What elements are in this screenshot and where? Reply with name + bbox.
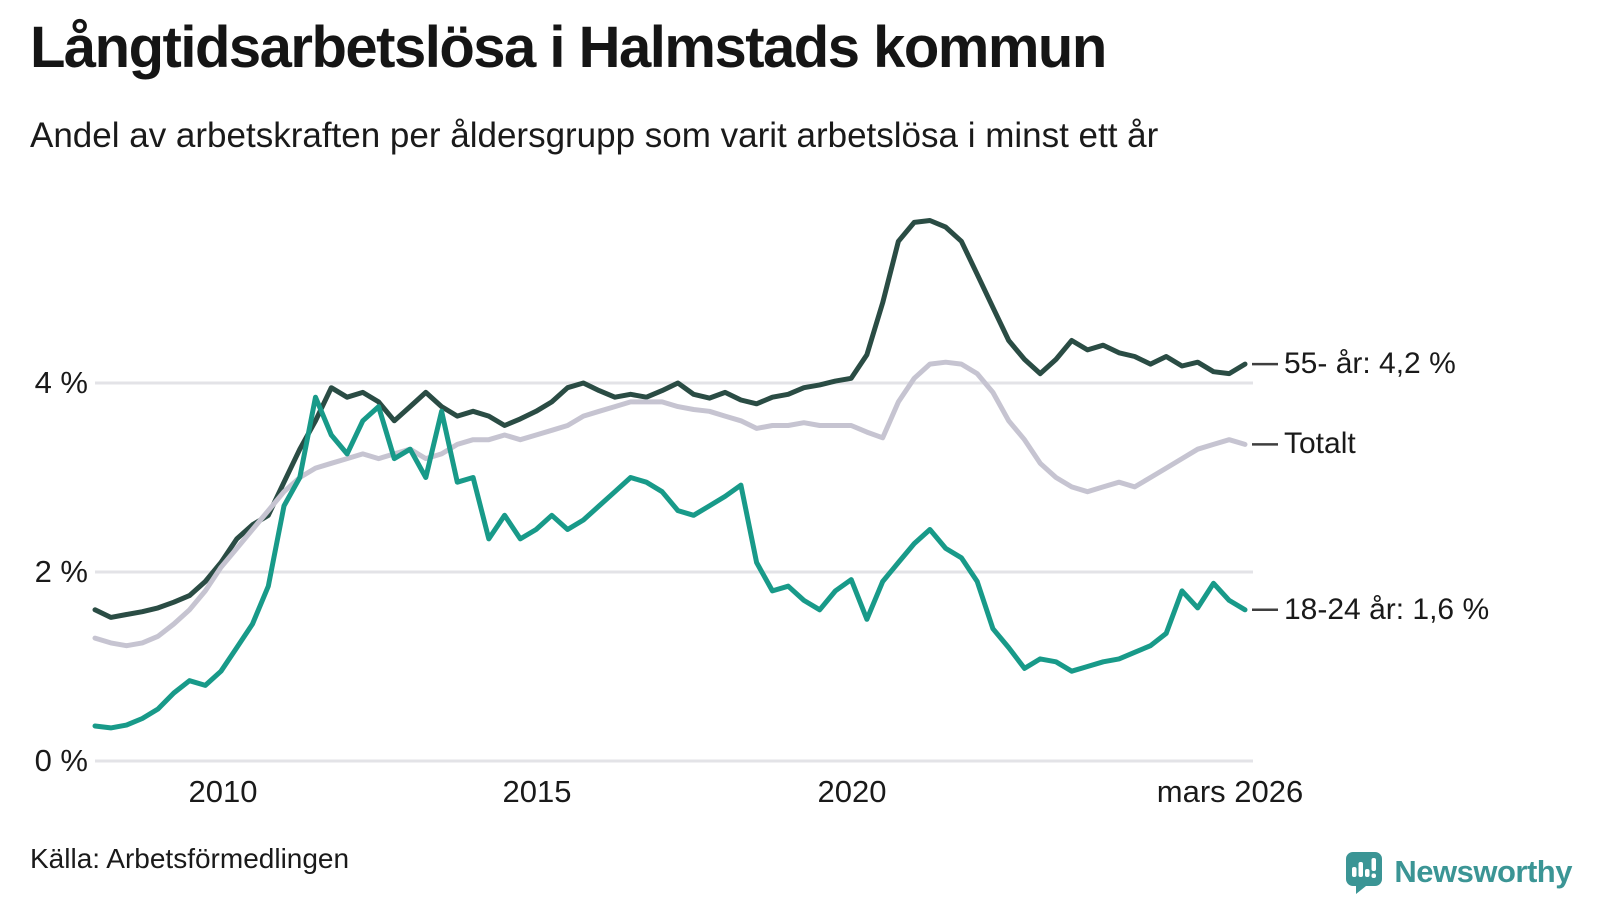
chart-subtitle: Andel av arbetskraften per åldersgrupp s… [30, 116, 1159, 155]
series-label-55-ar: 55- år: 4,2 % [1284, 347, 1456, 381]
y-axis-tick-2: 2 % [34, 554, 88, 589]
y-axis-tick-4: 4 % [34, 365, 88, 400]
x-axis-tick-2015: 2015 [502, 774, 572, 809]
x-axis-tick-2010: 2010 [188, 774, 258, 809]
page-title: Långtidsarbetslösa i Halmstads kommun [30, 15, 1107, 80]
series-label-18-24-ar: 18-24 år: 1,6 % [1284, 592, 1490, 626]
newsworthy-logo-icon [1344, 850, 1384, 894]
source-note: Källa: Arbetsförmedlingen [30, 843, 350, 874]
newsworthy-brand-link[interactable]: Newsworthy [1344, 850, 1572, 894]
newsworthy-wordmark: Newsworthy [1394, 854, 1572, 889]
x-axis-tick-mars-2026: mars 2026 [1156, 774, 1304, 809]
series-label-totalt: Totalt [1284, 427, 1356, 461]
x-axis-tick-2020: 2020 [817, 774, 887, 809]
y-axis-tick-0: 0 % [34, 743, 88, 778]
